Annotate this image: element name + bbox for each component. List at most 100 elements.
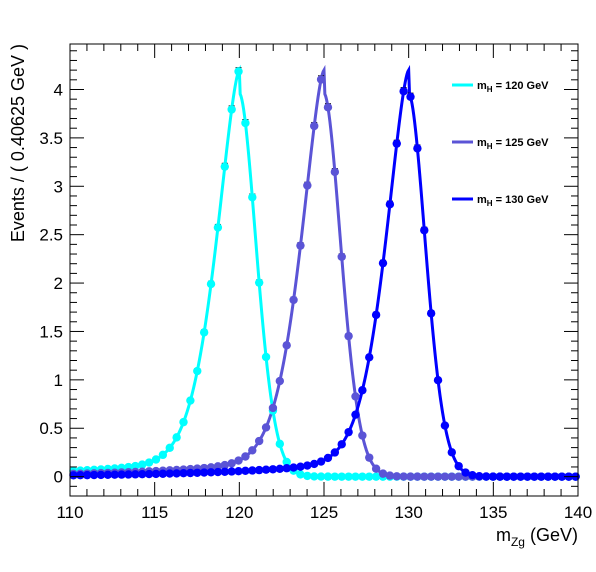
data-point <box>454 472 463 481</box>
data-point <box>344 331 353 341</box>
data-point <box>440 421 450 430</box>
point-marker <box>392 472 401 481</box>
data-point <box>481 472 491 481</box>
point-marker <box>151 455 161 464</box>
point-marker <box>254 436 264 446</box>
point-marker <box>426 309 436 318</box>
point-marker <box>488 472 498 481</box>
point-marker <box>199 468 209 477</box>
point-marker <box>310 121 319 131</box>
data-point <box>186 396 195 405</box>
points-layer <box>69 67 580 481</box>
point-marker <box>316 457 326 466</box>
point-marker <box>220 467 229 476</box>
point-marker <box>275 464 285 473</box>
point-marker <box>282 464 291 473</box>
data-point <box>193 468 202 477</box>
legend: mH = 120 GeV mH = 125 GeV mH = 130 GeV <box>452 80 549 208</box>
y-axis-title: Events / ( 0.40625 GeV ) <box>8 44 28 242</box>
point-marker <box>426 472 436 481</box>
data-point <box>385 471 395 480</box>
data-point <box>110 470 119 479</box>
data-point <box>158 450 168 460</box>
data-point <box>330 167 340 177</box>
data-point <box>103 470 113 480</box>
data-point <box>303 461 312 470</box>
data-point <box>241 466 250 476</box>
point-marker <box>550 472 560 481</box>
data-point <box>399 87 408 96</box>
data-point <box>351 472 360 481</box>
point-marker <box>392 139 401 148</box>
data-point <box>502 472 512 481</box>
data-point <box>316 472 326 481</box>
point-marker <box>261 423 271 432</box>
data-point <box>275 376 285 386</box>
data-point <box>447 448 456 457</box>
point-marker <box>76 471 85 480</box>
point-marker <box>303 471 312 481</box>
point-marker <box>213 467 223 477</box>
point-marker <box>179 468 188 478</box>
data-point <box>172 469 181 478</box>
data-point <box>461 468 470 477</box>
data-point <box>365 472 374 481</box>
point-marker <box>365 353 374 362</box>
point-marker <box>351 410 360 419</box>
point-marker <box>454 472 463 481</box>
point-marker <box>124 470 133 479</box>
data-point <box>550 472 560 481</box>
data-point <box>234 466 243 476</box>
point-marker <box>399 87 408 96</box>
data-point <box>89 470 99 480</box>
data-point <box>151 469 161 479</box>
point-marker <box>96 470 106 480</box>
point-marker <box>199 328 209 337</box>
point-marker <box>337 252 346 261</box>
point-marker <box>69 471 78 480</box>
data-point <box>495 472 505 481</box>
point-marker <box>248 446 257 455</box>
point-marker <box>220 162 229 171</box>
point-marker <box>303 181 312 190</box>
data-point <box>543 472 553 481</box>
data-point <box>275 439 285 449</box>
data-point <box>261 465 271 474</box>
x-tick-label: 140 <box>564 503 592 522</box>
point-marker <box>234 67 243 76</box>
data-point <box>268 465 278 474</box>
data-point <box>426 472 436 481</box>
point-marker <box>371 310 381 320</box>
point-marker <box>165 443 174 453</box>
data-point <box>131 461 140 471</box>
point-marker <box>310 459 319 469</box>
data-point <box>296 470 305 479</box>
data-point <box>220 162 229 171</box>
data-point <box>310 459 319 469</box>
data-point <box>323 103 333 112</box>
data-point <box>186 468 195 478</box>
point-marker <box>110 470 119 479</box>
data-point <box>282 341 291 350</box>
data-point <box>199 328 209 337</box>
data-point <box>241 452 250 461</box>
point-marker <box>468 470 477 480</box>
data-point <box>254 436 264 446</box>
x-tick-label: 110 <box>56 503 83 522</box>
point-marker <box>206 279 216 289</box>
point-marker <box>365 472 374 481</box>
plot-frame <box>69 43 579 497</box>
data-point <box>303 471 312 481</box>
data-point <box>337 252 346 261</box>
point-marker <box>193 468 202 477</box>
data-point <box>158 469 168 478</box>
point-marker <box>206 468 216 477</box>
point-marker <box>144 458 154 467</box>
point-marker <box>330 472 340 481</box>
data-point <box>268 403 278 413</box>
data-point <box>199 468 209 477</box>
point-marker <box>213 223 223 232</box>
data-point <box>296 462 305 471</box>
x-axis-title-sub: Zg <box>511 535 525 549</box>
y-tick-label: 2 <box>54 274 63 293</box>
